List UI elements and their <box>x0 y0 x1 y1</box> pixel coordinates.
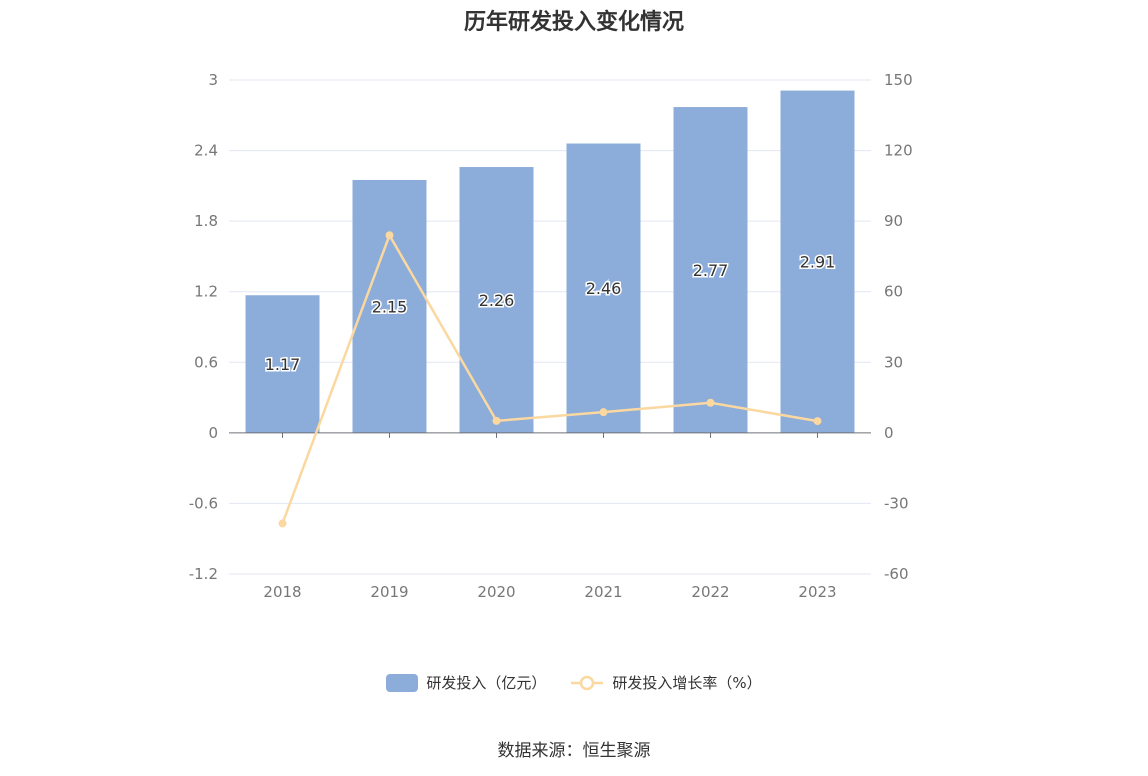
bar-value-label: 2.15 <box>372 297 408 316</box>
chart-title: 历年研发投入变化情况 <box>463 10 684 35</box>
legend-line-swatch <box>571 675 604 690</box>
x-tick-label: 2018 <box>263 583 301 601</box>
legend-item-line[interactable]: 研发投入增长率（%） <box>570 672 762 693</box>
bar-value-label: 2.46 <box>586 279 622 298</box>
growth-point <box>385 231 394 240</box>
growth-point <box>813 417 822 426</box>
left-tick-label: -1.2 <box>189 565 218 583</box>
bar <box>245 295 320 433</box>
right-tick-label: 120 <box>884 142 913 160</box>
x-axis: 2018 2019 2020 2021 2022 2023 <box>229 432 871 601</box>
legend-label-bar: 研发投入（亿元） <box>426 674 547 692</box>
x-tick-label: 2023 <box>798 583 836 601</box>
left-tick-label: 0 <box>208 424 218 442</box>
right-tick-label: 60 <box>884 283 903 301</box>
x-tick-label: 2019 <box>370 583 408 601</box>
legend-bar-swatch <box>386 673 419 692</box>
growth-point <box>278 519 287 528</box>
growth-point <box>599 408 608 417</box>
bar <box>352 179 427 433</box>
right-tick-label: -60 <box>884 565 909 583</box>
growth-point <box>492 416 501 425</box>
x-tick-label: 2022 <box>691 583 729 601</box>
right-tick-label: 150 <box>884 71 913 89</box>
left-tick-label: 1.8 <box>194 212 218 230</box>
bar <box>459 167 534 433</box>
left-y-axis: 3 2.4 1.8 1.2 0.6 0 -0.6 -1.2 <box>189 71 218 583</box>
right-y-axis: 150 120 90 60 30 0 -30 -60 <box>884 71 913 583</box>
right-tick-label: 0 <box>884 424 894 442</box>
legend-label-line: 研发投入增长率（%） <box>612 674 762 692</box>
legend: 研发投入（亿元） 研发投入增长率（%） <box>0 672 1148 693</box>
x-tick-label: 2020 <box>477 583 515 601</box>
growth-point <box>706 398 715 407</box>
bar-value-labels: 1.17 2.15 2.26 2.46 2.77 2.91 <box>263 251 837 375</box>
grid-lines <box>229 79 871 575</box>
bar <box>673 107 748 433</box>
legend-item-bar[interactable]: 研发投入（亿元） <box>386 672 546 693</box>
left-tick-label: 2.4 <box>194 142 218 160</box>
right-tick-label: 30 <box>884 353 903 371</box>
line-series <box>278 231 822 528</box>
left-tick-label: 0.6 <box>194 353 218 371</box>
growth-line <box>281 232 818 524</box>
bar-value-label: 2.26 <box>479 291 515 310</box>
bar-value-label: 2.91 <box>800 253 836 272</box>
right-tick-label: -30 <box>884 494 909 512</box>
bar-value-label: 2.77 <box>693 261 729 280</box>
left-tick-label: -0.6 <box>189 494 218 512</box>
x-tick-label: 2021 <box>584 583 622 601</box>
left-tick-label: 3 <box>208 71 218 89</box>
bar-value-label: 1.17 <box>265 355 301 374</box>
left-tick-label: 1.2 <box>194 283 218 301</box>
data-source: 数据来源：恒生聚源 <box>497 741 651 761</box>
bar <box>780 90 855 433</box>
bar <box>566 143 641 433</box>
bar-series <box>245 90 855 433</box>
right-tick-label: 90 <box>884 212 903 230</box>
